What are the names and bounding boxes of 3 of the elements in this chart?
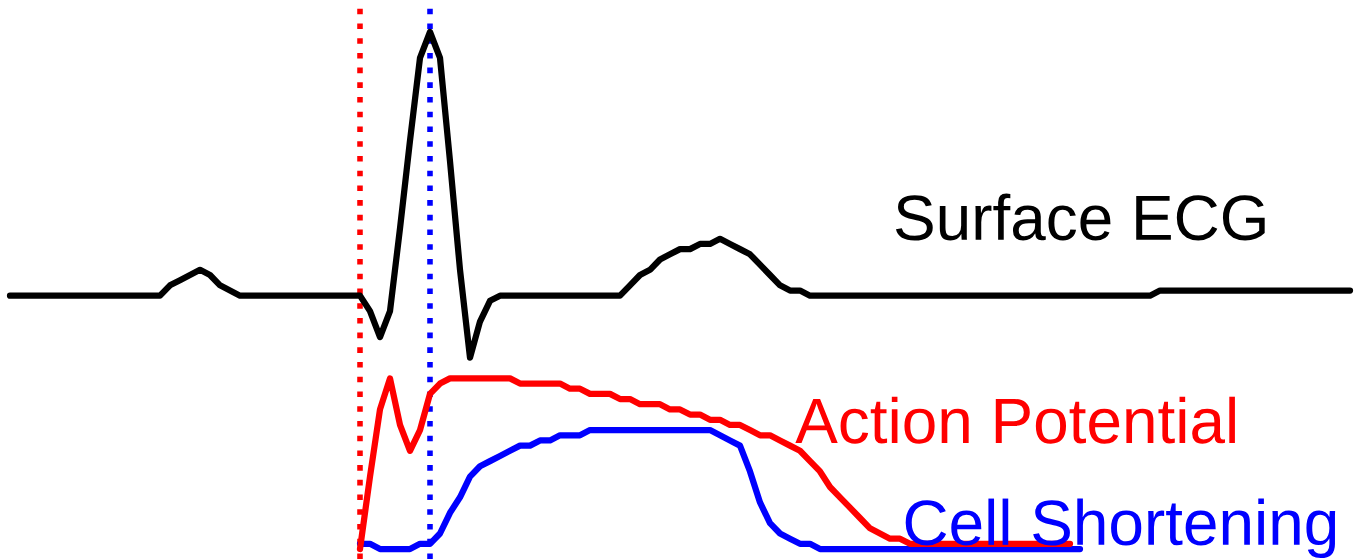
- series-label: Surface ECG: [895, 193, 1265, 241]
- series-label: Action Potential: [795, 396, 1235, 444]
- series-label: Cell Shortening: [905, 498, 1336, 559]
